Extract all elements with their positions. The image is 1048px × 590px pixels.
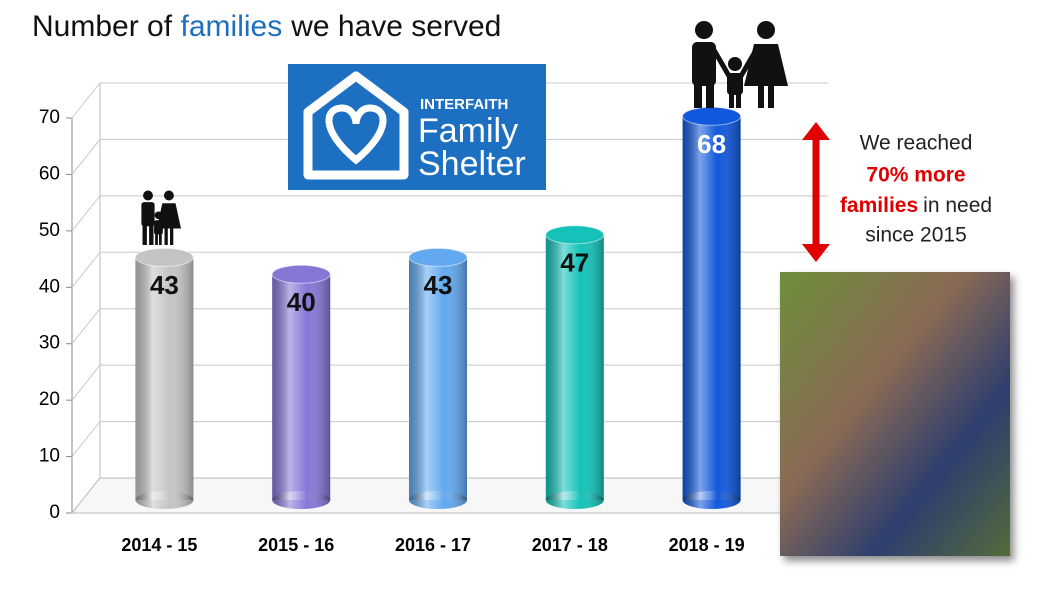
value-label: 43 [150,270,179,300]
y-tick-label: 20 [39,389,60,410]
annotation-highlight: families [840,194,918,217]
logo-heart [325,104,387,165]
bar-base-shade [545,491,604,509]
bar-top [682,106,742,126]
grid-line [71,138,828,175]
value-label: 40 [287,287,316,317]
y-tick-label: 10 [39,446,60,467]
value-label: 43 [424,270,453,300]
bar-base-shade [272,491,331,509]
value-label: 47 [560,248,589,278]
y-tick-label: 40 [39,276,60,297]
y-tick-label: 60 [39,163,60,184]
bar-base-shade [135,491,194,509]
bar-shade [135,257,194,500]
bar-shade [682,116,741,501]
x-tick-label: 2014 - 15 [121,535,197,555]
annotation-highlight: 70% more [866,164,965,187]
annotation: families in need [840,194,992,217]
family-icon-large [692,21,788,108]
grid-line [71,82,828,119]
chart-title: Number of families we have served [32,10,501,43]
title-part: we have served [290,10,501,43]
y-tick-label: 70 [39,107,60,128]
bar-top [134,247,194,267]
bar-shade [545,234,604,501]
grid-line [71,195,828,232]
bar-top [408,247,468,267]
title-highlight: families [181,10,283,43]
x-tick-label: 2018 - 19 [669,535,745,555]
title-part: Number of [32,10,173,43]
value-label: 68 [697,129,726,159]
x-tick-label: 2017 - 18 [532,535,608,555]
y-tick-label: 0 [49,502,60,523]
family-icon-small [141,190,181,245]
y-tick-label: 50 [39,220,60,241]
x-tick-label: 2016 - 17 [395,535,471,555]
annotation: We reached [860,132,973,155]
red-arrow [802,122,830,262]
logo-text: Family [418,112,518,150]
family-photo [780,272,1010,556]
logo-text: INTERFAITH [420,96,508,113]
bar-shade [272,274,331,500]
logo-text: Shelter [418,145,526,183]
x-tick-label: 2015 - 16 [258,535,334,555]
bar-shade [409,257,467,500]
bar-base-shade [682,491,741,509]
annotation: in need [923,194,992,217]
bar-base-shade [409,491,467,509]
y-tick-label: 30 [39,333,60,354]
bar-top [545,225,605,245]
annotation: since 2015 [865,224,967,247]
logo: INTERFAITH Family Shelter [288,64,546,190]
logo-house [303,71,409,180]
bar-top [271,264,331,284]
